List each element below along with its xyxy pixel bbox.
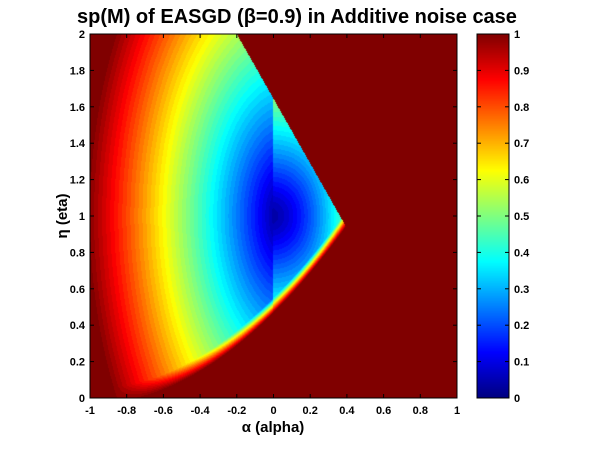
y-tick-label: 0.8 [70,247,85,259]
x-tick-label: 0.8 [413,405,428,417]
colorbar-tick-label: 0.2 [514,320,529,332]
y-tick-label: 2 [79,29,85,41]
y-tick-label: 1.8 [70,65,85,77]
plot-area [89,33,458,399]
y-axis-label: η (eta) [54,193,71,238]
x-tick-label: -0.8 [117,405,136,417]
colorbar-tick-label: 0.3 [514,284,529,296]
y-tick-label: 0 [79,393,85,405]
x-tick-label: -0.4 [191,405,211,417]
y-tick-label: 1.2 [70,175,85,187]
y-axis: 0 0.2 0.4 0.6 0.8 1 1.2 1.4 1.6 1.8 2 [70,29,457,405]
y-tick-label: 0.6 [70,284,85,296]
y-tick-label: 0.2 [70,357,85,369]
colorbar-tick-label: 0.6 [514,175,529,187]
heatmap-image [90,34,457,398]
x-axis: -1 -0.8 -0.6 -0.4 -0.2 0 0.2 0.4 0.6 0.8 1 [85,34,460,417]
colorbar-tick-label: 0.5 [514,211,529,223]
x-axis-label: α (alpha) [242,419,305,436]
x-tick-label: -0.6 [154,405,173,417]
x-tick-label: -1 [85,405,95,417]
x-tick-label: -0.2 [227,405,246,417]
colorbar-tick-label: 0.7 [514,138,529,150]
colorbar-gradient [477,34,509,398]
colorbar-tick-label: 0.1 [514,357,529,369]
x-tick-label: 0.4 [339,405,355,417]
x-tick-label: 1 [454,405,460,417]
colorbar-tick-label: 0.4 [514,247,530,259]
colorbar-tick-label: 1 [514,29,520,41]
x-tick-label: 0.6 [376,405,391,417]
y-tick-label: 0.4 [70,320,86,332]
colorbar-tick-label: 0.9 [514,65,529,77]
x-tick-label: 0.2 [303,405,318,417]
colorbar-ticks: 0 0.1 0.2 0.3 0.4 0.5 0.6 0.7 0.8 0.9 1 [477,29,530,405]
y-tick-label: 1.4 [70,138,86,150]
y-tick-label: 1.6 [70,102,85,114]
chart-title: sp(M) of EASGD (β=0.9) in Additive noise… [77,6,517,28]
colorbar-tick-label: 0 [514,393,520,405]
colorbar-tick-label: 0.8 [514,102,529,114]
colorbar: 0 0.1 0.2 0.3 0.4 0.5 0.6 0.7 0.8 0.9 1 [476,29,530,405]
y-tick-label: 1 [79,211,85,223]
x-tick-label: 0 [270,405,276,417]
